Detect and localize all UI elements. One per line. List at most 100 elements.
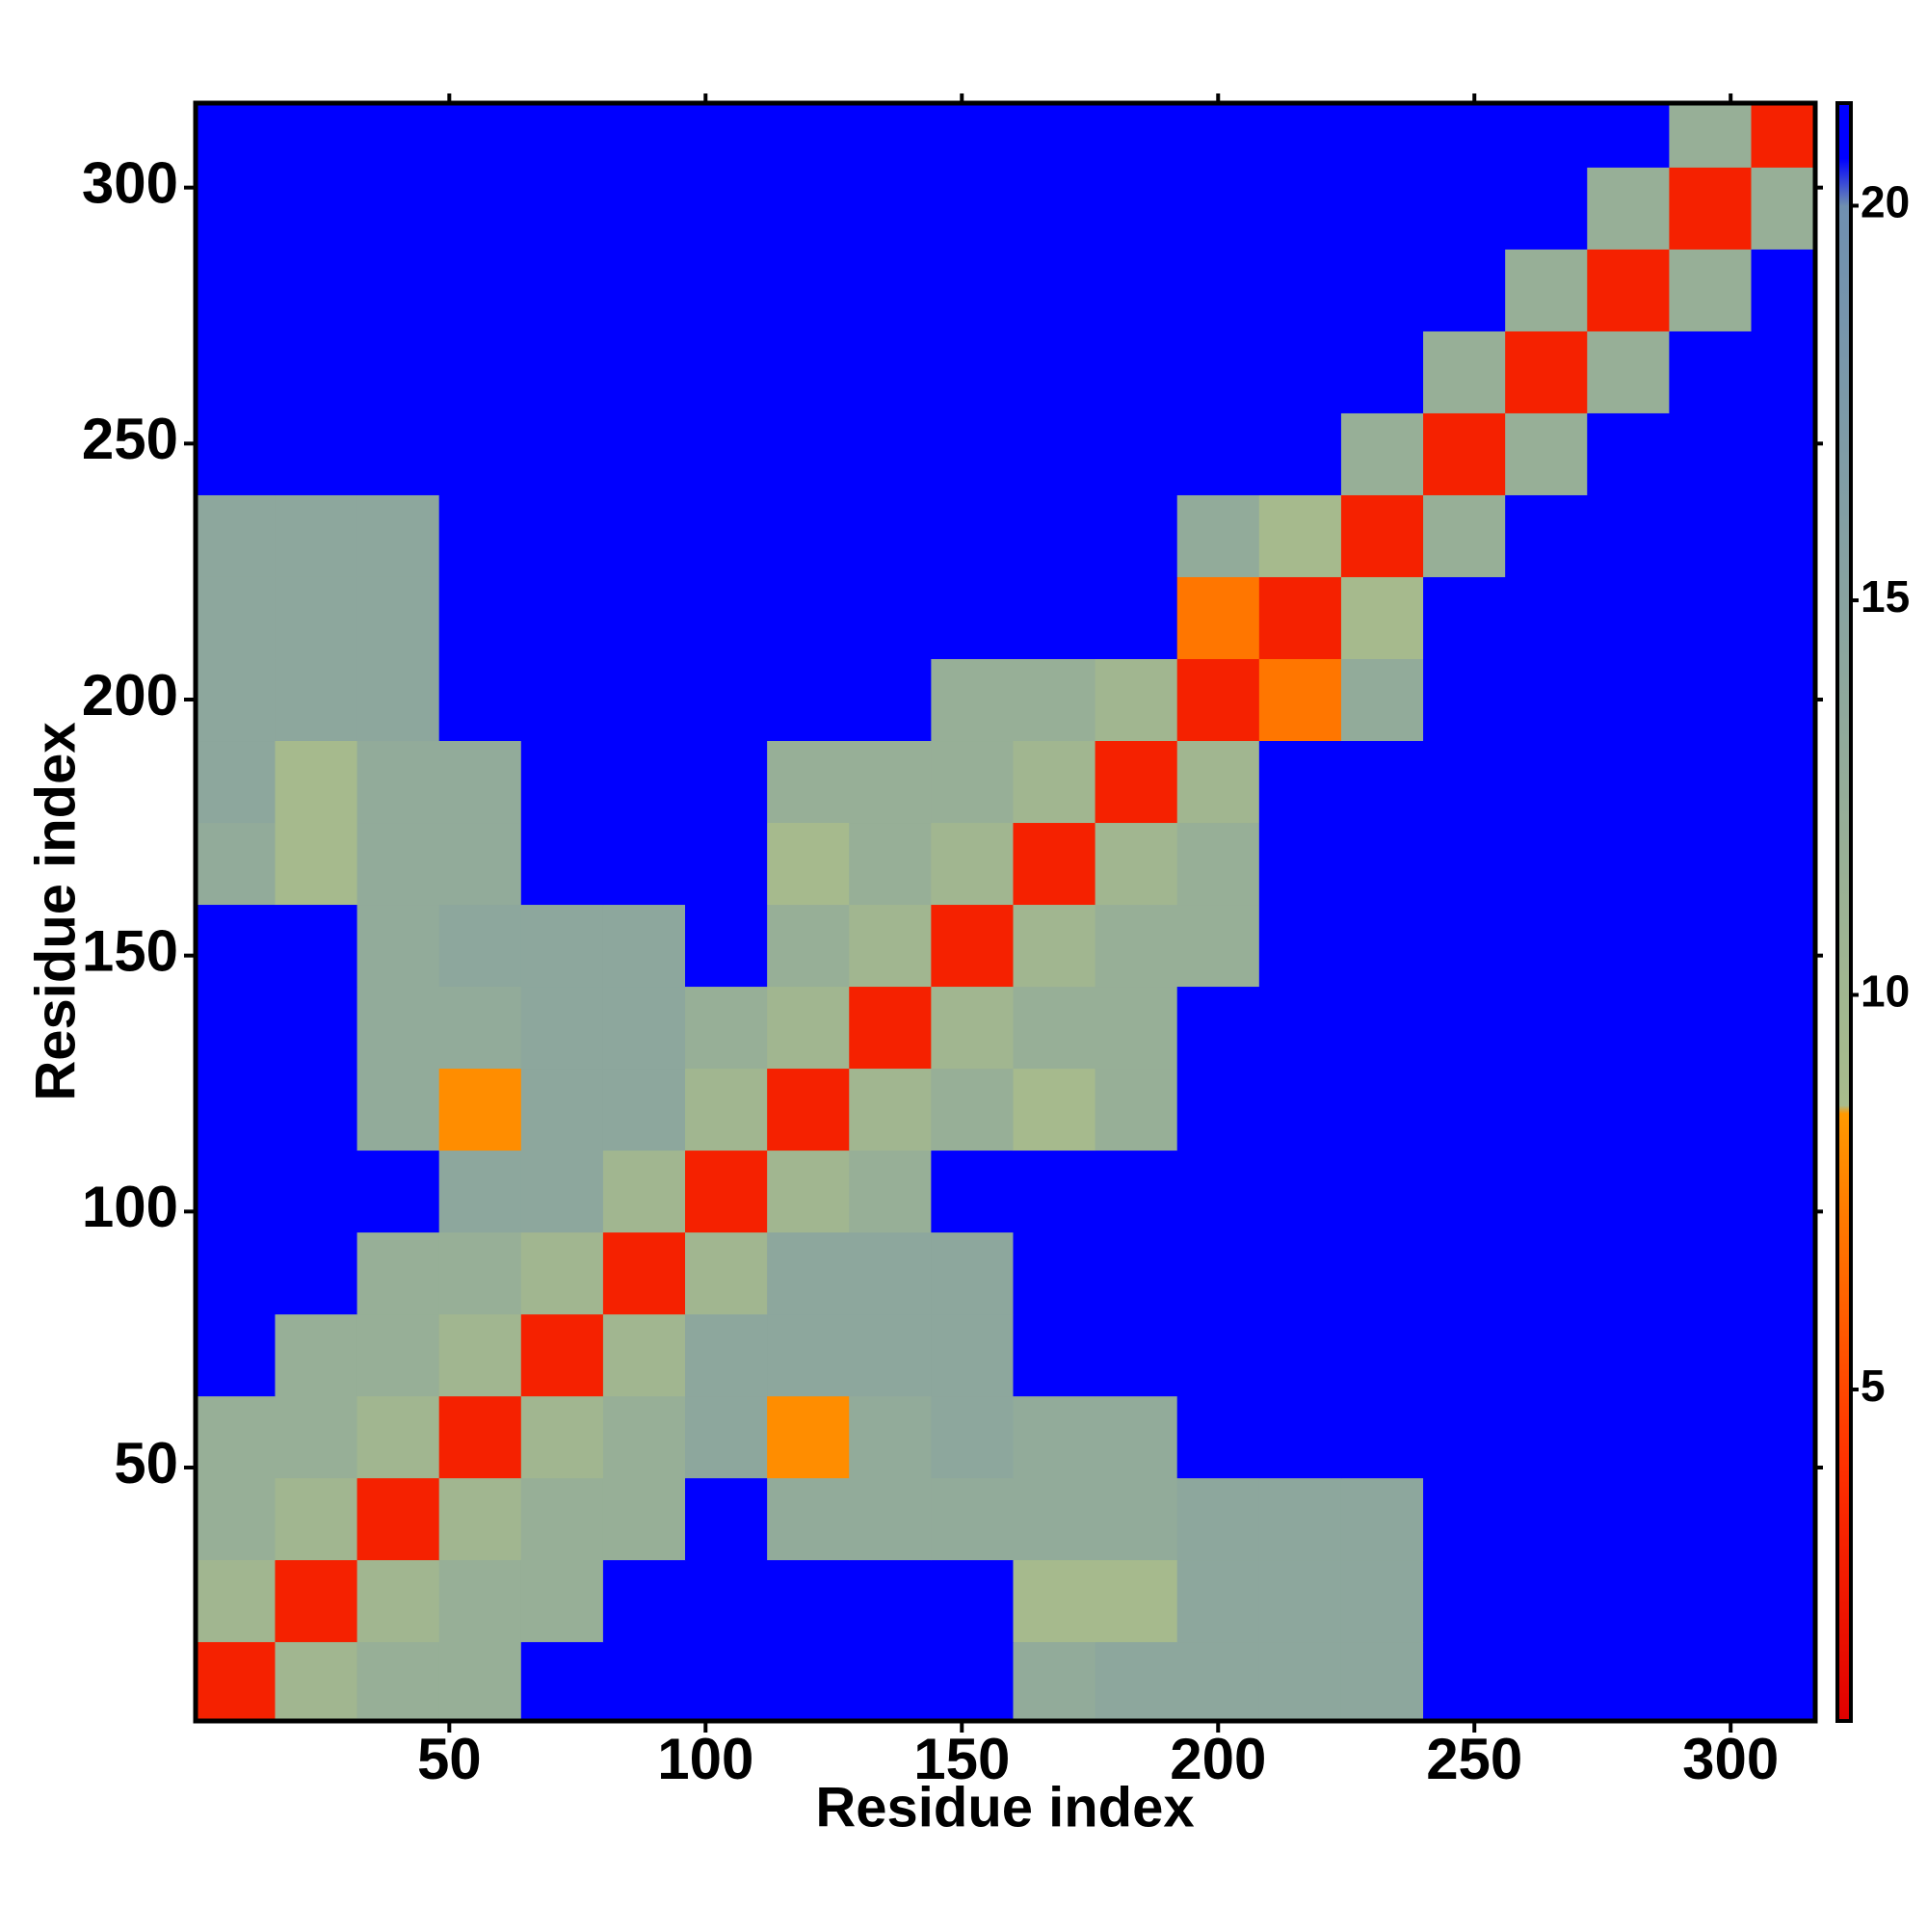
- heatmap-cell: [602, 1641, 686, 1721]
- heatmap-cell: [602, 167, 686, 250]
- heatmap-cell: [1258, 1395, 1342, 1479]
- heatmap-cell: [1505, 1641, 1588, 1721]
- heatmap-cell: [1751, 740, 1815, 824]
- heatmap-cell: [931, 1395, 1014, 1479]
- heatmap-cell: [1751, 1641, 1815, 1721]
- heatmap-cell: [1423, 412, 1506, 495]
- heatmap-cell: [1423, 249, 1506, 331]
- heatmap-cell: [767, 1477, 850, 1561]
- heatmap-cell: [767, 331, 850, 413]
- heatmap-cell: [1340, 1395, 1424, 1479]
- heatmap-cell: [1095, 494, 1178, 577]
- heatmap-cell: [1258, 1641, 1342, 1721]
- heatmap-cell: [1176, 249, 1260, 331]
- heatmap-cell: [196, 576, 276, 659]
- heatmap-cell: [196, 658, 276, 742]
- heatmap-cell: [1423, 167, 1506, 250]
- heatmap-cell: [438, 576, 522, 659]
- heatmap-cell: [1505, 331, 1588, 413]
- heatmap-cell: [767, 1068, 850, 1151]
- heatmap-cell: [1340, 822, 1424, 906]
- heatmap-cell: [685, 167, 768, 250]
- heatmap-cell: [602, 986, 686, 1070]
- heatmap-cell: [1751, 494, 1815, 577]
- heatmap-cell: [1423, 822, 1506, 906]
- heatmap-cell: [602, 1231, 686, 1315]
- heatmap-cell: [356, 1231, 440, 1315]
- heatmap-cell: [602, 412, 686, 495]
- heatmap-cell: [275, 740, 358, 824]
- heatmap-cell: [1176, 412, 1260, 495]
- colorbar-tick-label: 20: [1861, 177, 1910, 227]
- heatmap-cell: [1340, 658, 1424, 742]
- heatmap-cell: [1013, 740, 1096, 824]
- heatmap-cell: [849, 1313, 932, 1397]
- plot-frame: [193, 100, 1818, 1724]
- heatmap-cell: [1013, 1313, 1096, 1397]
- heatmap-cell: [1505, 904, 1588, 988]
- heatmap-cell: [1423, 740, 1506, 824]
- heatmap-cell: [1176, 1150, 1260, 1233]
- heatmap-cell: [767, 412, 850, 495]
- heatmap-cell: [1505, 103, 1588, 168]
- heatmap-cell: [1176, 904, 1260, 988]
- heatmap-cell: [1176, 1477, 1260, 1561]
- colorbar-tick-label: 10: [1861, 966, 1910, 1017]
- heatmap-cell: [520, 249, 604, 331]
- heatmap-cell: [1587, 1068, 1670, 1151]
- heatmap-cell: [1013, 1068, 1096, 1151]
- heatmap-cell: [275, 1559, 358, 1643]
- heatmap-cell: [1095, 986, 1178, 1070]
- heatmap-cell: [931, 1068, 1014, 1151]
- heatmap-cell: [356, 740, 440, 824]
- heatmap-cell: [1751, 1150, 1815, 1233]
- heatmap-cell: [849, 904, 932, 988]
- heatmap-cell: [685, 1477, 768, 1561]
- heatmap-cell: [1095, 658, 1178, 742]
- heatmap-cell: [1587, 167, 1670, 250]
- heatmap-cell: [1176, 1395, 1260, 1479]
- heatmap-cell: [1258, 822, 1342, 906]
- heatmap-cell: [767, 986, 850, 1070]
- heatmap-cell: [1340, 103, 1424, 168]
- heatmap-cell: [438, 412, 522, 495]
- heatmap-cell: [1587, 103, 1670, 168]
- heatmap-cell: [356, 1150, 440, 1233]
- heatmap-cell: [520, 494, 604, 577]
- heatmap-cell: [520, 331, 604, 413]
- heatmap-cell: [1258, 331, 1342, 413]
- heatmap-cell: [438, 1641, 522, 1721]
- heatmap-cell: [1751, 822, 1815, 906]
- heatmap-cell: [849, 1477, 932, 1561]
- heatmap-cell: [1176, 1231, 1260, 1315]
- heatmap-cell: [356, 1395, 440, 1479]
- heatmap-cell: [685, 1231, 768, 1315]
- heatmap-cell: [1505, 1559, 1588, 1643]
- y-tick-label: 150: [82, 919, 178, 984]
- heatmap-cell: [931, 1559, 1014, 1643]
- heatmap-cell: [275, 331, 358, 413]
- heatmap-cell: [520, 1068, 604, 1151]
- heatmap-cell: [1751, 658, 1815, 742]
- heatmap-cell: [1751, 167, 1815, 250]
- heatmap-cell: [438, 822, 522, 906]
- heatmap-cell: [356, 658, 440, 742]
- heatmap-cell: [849, 412, 932, 495]
- heatmap-cell: [1587, 331, 1670, 413]
- heatmap-cell: [1258, 576, 1342, 659]
- heatmap-cell: [1587, 1559, 1670, 1643]
- heatmap-cell: [1340, 1477, 1424, 1561]
- heatmap-cell: [438, 740, 522, 824]
- heatmap-cell: [767, 1559, 850, 1643]
- heatmap-cell: [1505, 822, 1588, 906]
- heatmap-cell: [1751, 904, 1815, 988]
- heatmap-cell: [602, 1477, 686, 1561]
- heatmap-cell: [1258, 904, 1342, 988]
- colorbar-segment: [1837, 1105, 1851, 1114]
- heatmap-cell: [1505, 658, 1588, 742]
- heatmap-cell: [1340, 986, 1424, 1070]
- heatmap-cell: [1258, 1068, 1342, 1151]
- heatmap-cell: [1176, 331, 1260, 413]
- heatmap-cell: [196, 1477, 276, 1561]
